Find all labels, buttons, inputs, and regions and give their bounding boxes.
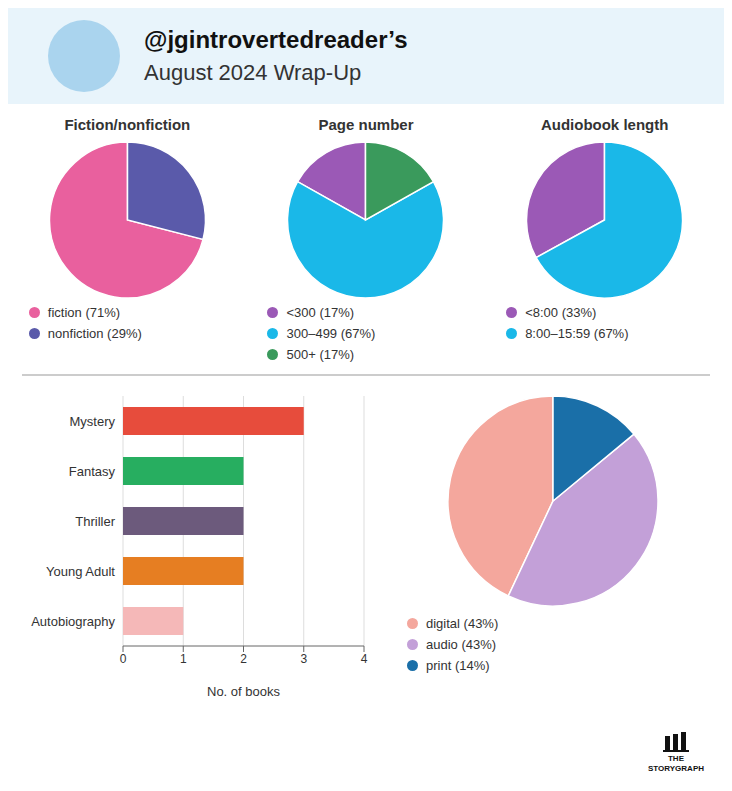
svg-text:Autobiography: Autobiography bbox=[31, 614, 115, 629]
svg-text:1: 1 bbox=[180, 652, 187, 666]
html-text:500+ (17%): 500+ (17%) bbox=[286, 347, 355, 362]
svg-text:0: 0 bbox=[120, 652, 127, 666]
html-text:THE: THE bbox=[668, 754, 684, 763]
svg-text:4: 4 bbox=[361, 652, 368, 666]
html-text:nonfiction (29%): nonfiction (29%) bbox=[47, 326, 142, 341]
html-text:300–499 (67%): 300–499 (67%) bbox=[286, 326, 376, 341]
svg-text:Young Adult: Young Adult bbox=[46, 564, 115, 579]
svg-text:Thriller: Thriller bbox=[75, 514, 115, 529]
svg-text:No. of books: No. of books bbox=[207, 684, 280, 699]
svg-text:2: 2 bbox=[240, 652, 247, 666]
html-text:<8:00 (33%): <8:00 (33%) bbox=[525, 305, 597, 320]
html-text:@jgintrovertedreader’s: @jgintrovertedreader’s bbox=[144, 26, 408, 53]
svg-text:3: 3 bbox=[300, 652, 307, 666]
html-text:STORYGRAPH: STORYGRAPH bbox=[648, 764, 704, 773]
html-text:8:00–15:59 (67%): 8:00–15:59 (67%) bbox=[525, 326, 629, 341]
html-text:<300 (17%): <300 (17%) bbox=[286, 305, 355, 320]
html-text:Fiction/nonfiction: Fiction/nonfiction bbox=[64, 116, 191, 133]
html-text:Page number: Page number bbox=[318, 116, 414, 133]
html-text:August 2024 Wrap-Up: August 2024 Wrap-Up bbox=[144, 60, 362, 85]
html-text:print (14%): print (14%) bbox=[426, 658, 490, 673]
html-text:Audiobook length: Audiobook length bbox=[540, 116, 669, 133]
html-text:audio (43%): audio (43%) bbox=[426, 637, 497, 652]
html-text:fiction (71%): fiction (71%) bbox=[47, 305, 121, 320]
html-text:digital (43%): digital (43%) bbox=[426, 616, 499, 631]
svg-text:Mystery: Mystery bbox=[70, 414, 116, 429]
svg-text:Fantasy: Fantasy bbox=[69, 464, 116, 479]
